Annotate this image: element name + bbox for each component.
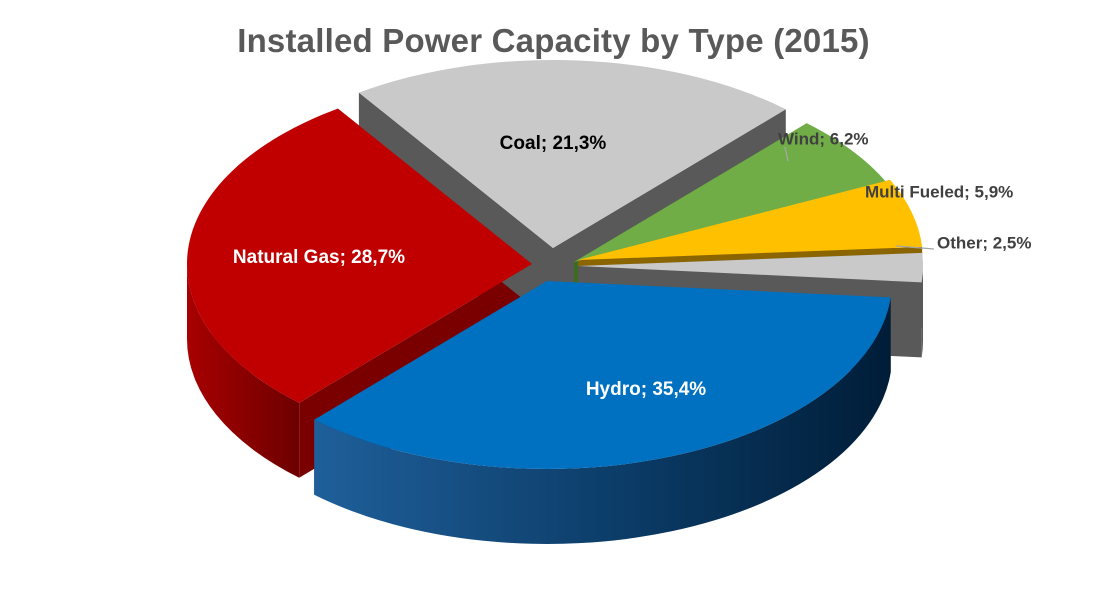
pie-slice-other: [578, 252, 924, 283]
data-label-wind: Wind; 6,2%: [778, 129, 869, 148]
data-label-hydro: Hydro; 35,4%: [586, 379, 706, 400]
data-label-coal: Coal; 21,3%: [500, 133, 607, 154]
leader-line-other: [895, 245, 935, 250]
data-labels: Hydro; 35,4% Natural Gas; 28,7% Coal; 21,3…: [233, 129, 1032, 400]
pie-slice-hydro: [314, 281, 891, 469]
pie-slice-tops: [186, 60, 924, 469]
data-label-natural-gas: Natural Gas; 28,7%: [233, 247, 405, 268]
pie-slice-multi-fueled: [578, 179, 923, 260]
pie-slice-coal: [358, 60, 786, 248]
pie-slice-natural-gas: [186, 108, 532, 403]
pie-slice-outer-wall-hydro: [314, 297, 891, 544]
chart-title: Installed Power Capacity by Type (2015): [237, 22, 870, 59]
data-label-multi-fueled: Multi Fueled; 5,9%: [865, 182, 1013, 201]
pie-slice-outer-wall-other: [921, 266, 923, 358]
pie-slice-wind: [574, 123, 887, 262]
data-label-other: Other; 2,5%: [937, 233, 1031, 252]
pie-slice-outer-wall-natural-gas: [187, 264, 300, 478]
leader-lines: [784, 146, 935, 250]
leader-line-wind: [784, 146, 789, 162]
